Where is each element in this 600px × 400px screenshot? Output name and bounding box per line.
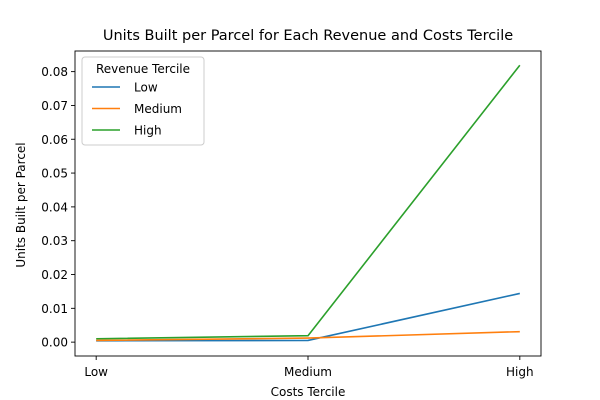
legend-entry: Medium	[134, 102, 182, 116]
y-axis-label: Units Built per Parcel	[14, 142, 28, 267]
y-tick-label: 0.05	[41, 167, 68, 181]
x-tick-label: Low	[84, 365, 108, 379]
y-tick-label: 0.08	[41, 65, 68, 79]
x-tick-label: High	[506, 365, 534, 379]
y-tick-label: 0.04	[41, 200, 68, 214]
y-tick-label: 0.03	[41, 234, 68, 248]
chart-title: Units Built per Parcel for Each Revenue …	[103, 28, 513, 44]
x-tick-label: Medium	[284, 365, 332, 379]
y-tick-label: 0.06	[41, 133, 68, 147]
plot-area: 0.00 0.01 0.02 0.03 0.04 0.05 0.06 0.07 0.08 Low M…	[41, 50, 542, 379]
series-line-high	[96, 64, 521, 340]
y-tick-label: 0.02	[41, 268, 68, 282]
series-line-medium	[96, 330, 520, 342]
legend-entry: High	[134, 124, 162, 138]
y-tick-label: 0.00	[41, 336, 68, 350]
y-tick-label: 0.07	[41, 99, 68, 113]
legend-title: Revenue Tercile	[96, 62, 190, 76]
series-line-low	[96, 292, 520, 342]
y-tick-label: 0.01	[41, 302, 68, 316]
legend-box	[81, 56, 205, 146]
legend-entry: Low	[134, 81, 158, 95]
x-axis-label: Costs Tercile	[271, 385, 346, 399]
